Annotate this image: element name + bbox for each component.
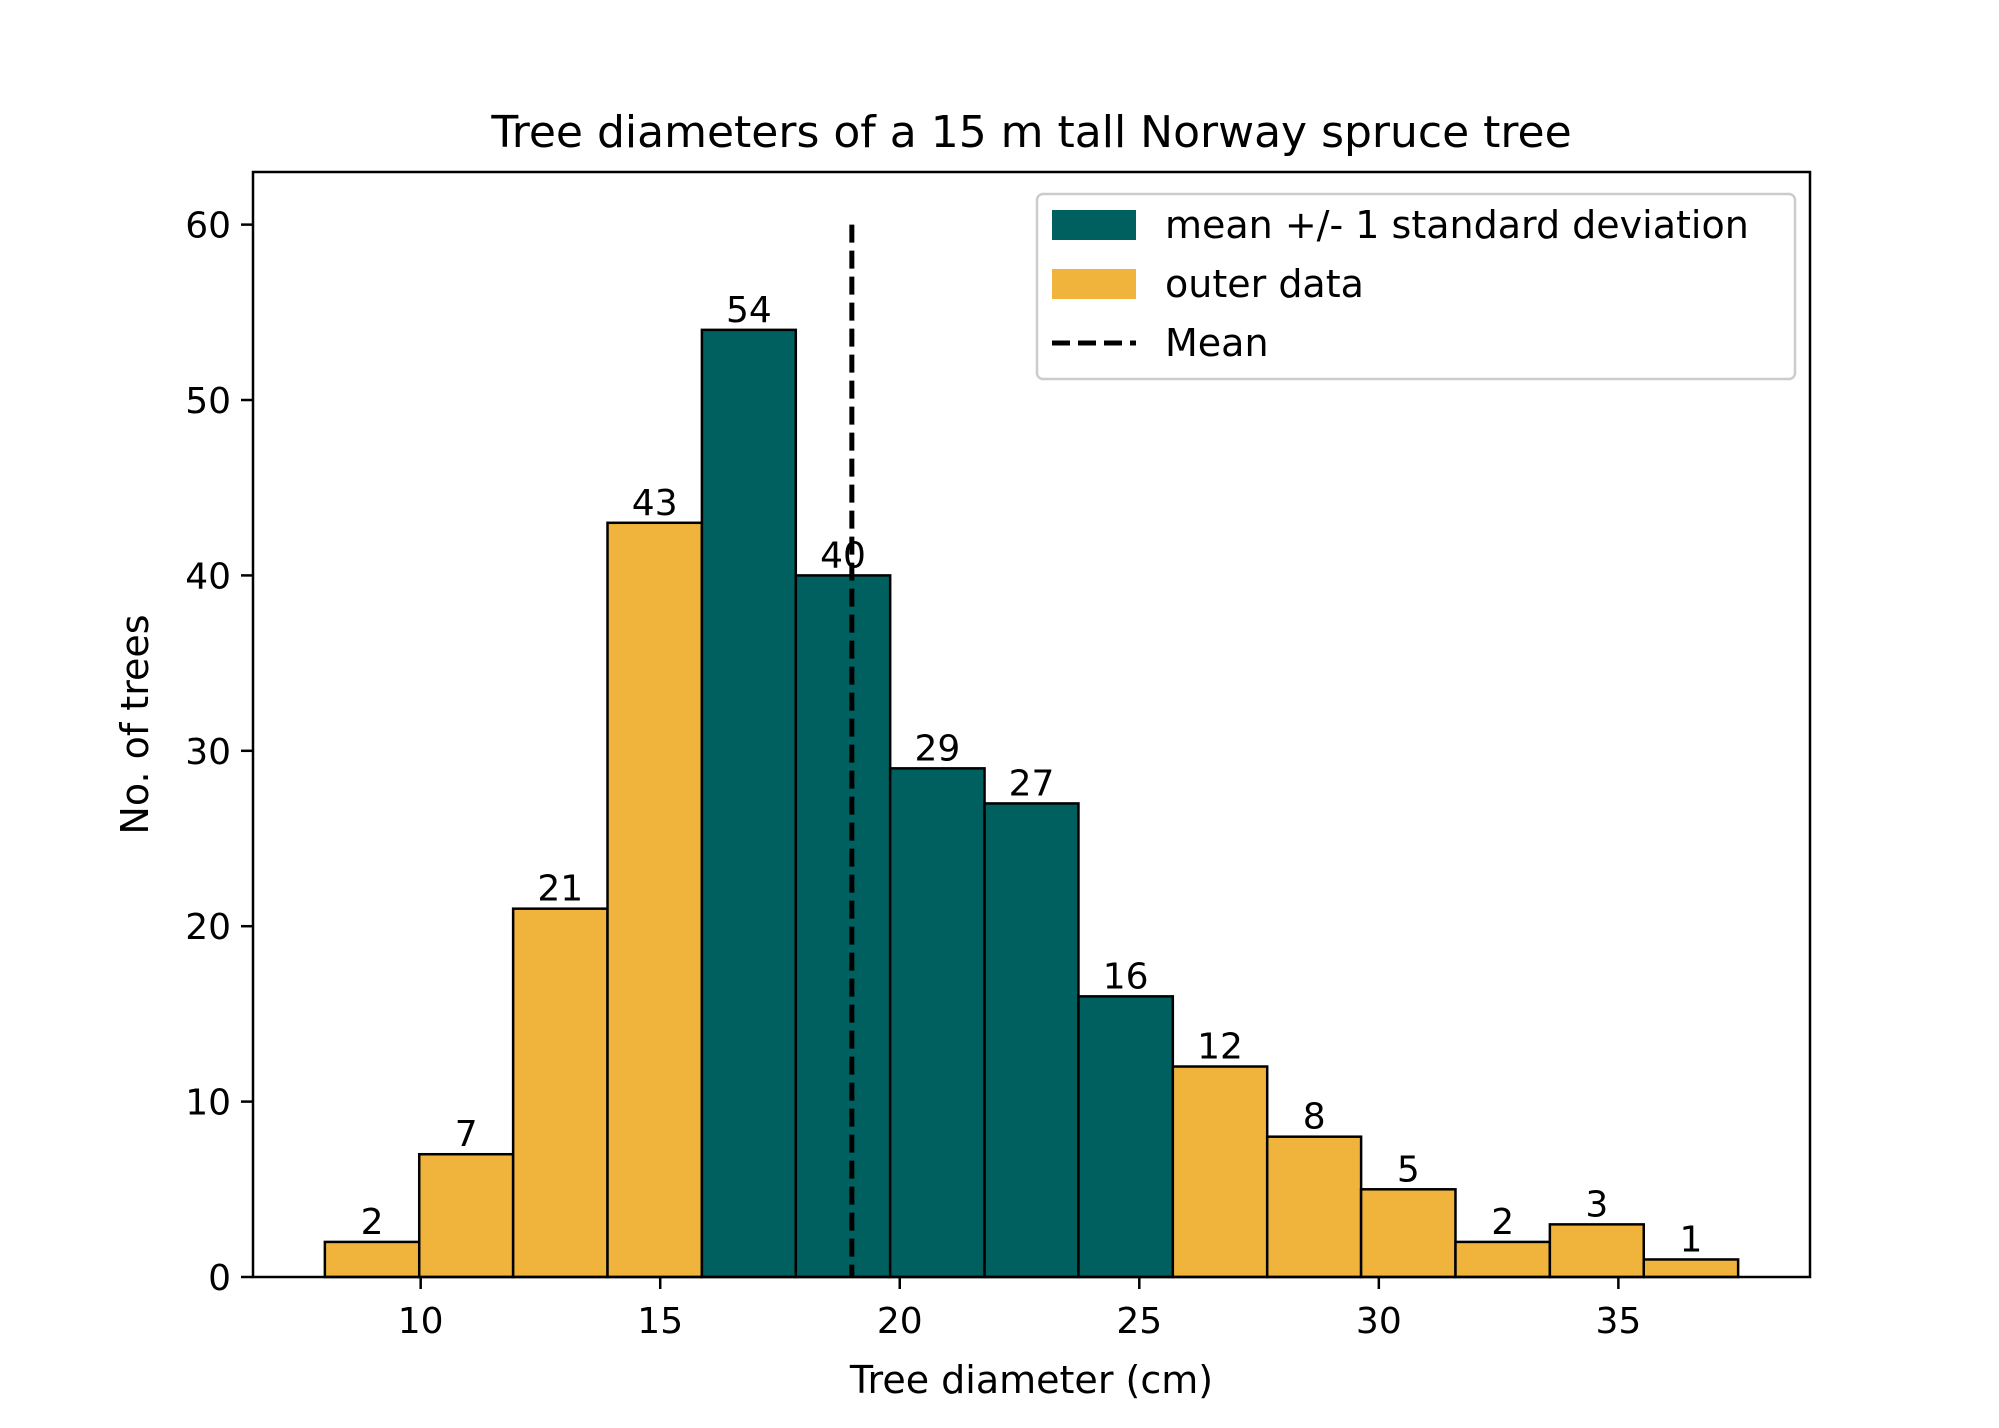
y-tick-label: 30 [185, 732, 231, 773]
bar-12 [1359, 1188, 1457, 1279]
bar-7 [888, 767, 986, 1279]
legend-swatch [1052, 269, 1136, 299]
bar-value-label: 12 [1197, 1027, 1243, 1068]
bar-value-label: 3 [1585, 1184, 1608, 1225]
bar-15 [1642, 1258, 1740, 1279]
bar-9 [1077, 995, 1175, 1279]
legend-box [1035, 192, 1797, 381]
bar-4 [606, 521, 704, 1279]
x-tick-label: 30 [1356, 1301, 1402, 1342]
legend-label: mean +/- 1 standard deviation [1165, 203, 1749, 247]
bar-value-label: 5 [1397, 1149, 1420, 1190]
x-axis-label: Tree diameter (cm) [849, 1358, 1213, 1402]
y-tick-label: 40 [185, 556, 231, 597]
axes-frame [251, 170, 1812, 1279]
bar-10 [1171, 1065, 1269, 1279]
bar-3 [511, 907, 609, 1279]
x-tick-label: 10 [398, 1301, 444, 1342]
bar-5 [700, 328, 798, 1279]
chart-title: Tree diameters of a 15 m tall Norway spr… [490, 107, 1571, 158]
bar-value-label: 1 [1679, 1219, 1702, 1260]
legend: mean +/- 1 standard deviation outer data M… [1035, 192, 1797, 381]
y-tick-label: 60 [185, 206, 231, 247]
bar-value-label: 43 [632, 483, 678, 524]
bar-6 [794, 574, 892, 1279]
x-tick-label: 35 [1595, 1301, 1641, 1342]
x-tick-label: 25 [1116, 1301, 1162, 1342]
bar-11 [1265, 1135, 1363, 1279]
y-axis-label: No. of trees [113, 614, 157, 834]
bar-value-label: 27 [1009, 763, 1055, 804]
bar-value-label: 21 [537, 869, 583, 910]
bar-value-label: 2 [361, 1202, 384, 1243]
x-axis-ticks: 10 15 20 25 30 35 [398, 1277, 1641, 1342]
y-tick-label: 10 [185, 1083, 231, 1124]
y-tick-label: 0 [208, 1258, 231, 1299]
y-tick-label: 20 [185, 907, 231, 948]
bar-8 [983, 802, 1080, 1279]
bar-value-label: 16 [1103, 956, 1149, 997]
bar-value-label: 2 [1491, 1202, 1514, 1243]
legend-label: outer data [1165, 262, 1364, 306]
x-tick-label: 15 [637, 1301, 683, 1342]
y-axis-ticks: 0 10 20 30 40 50 60 [185, 206, 253, 1299]
bar-2 [417, 1152, 515, 1279]
bar-13 [1454, 1240, 1552, 1279]
bar-value-label: 8 [1303, 1097, 1326, 1138]
bar-value-label: 7 [455, 1114, 478, 1155]
bar-value-label: 29 [914, 728, 960, 769]
x-tick-label: 20 [877, 1301, 923, 1342]
bar-value-label: 40 [820, 535, 866, 576]
legend-label: Mean [1165, 321, 1269, 365]
bars-group [323, 328, 1740, 1279]
bar-value-label: 54 [726, 290, 772, 331]
bar-1 [323, 1240, 421, 1279]
bar-14 [1548, 1223, 1646, 1279]
legend-swatch [1052, 210, 1136, 240]
y-tick-label: 50 [185, 381, 231, 422]
